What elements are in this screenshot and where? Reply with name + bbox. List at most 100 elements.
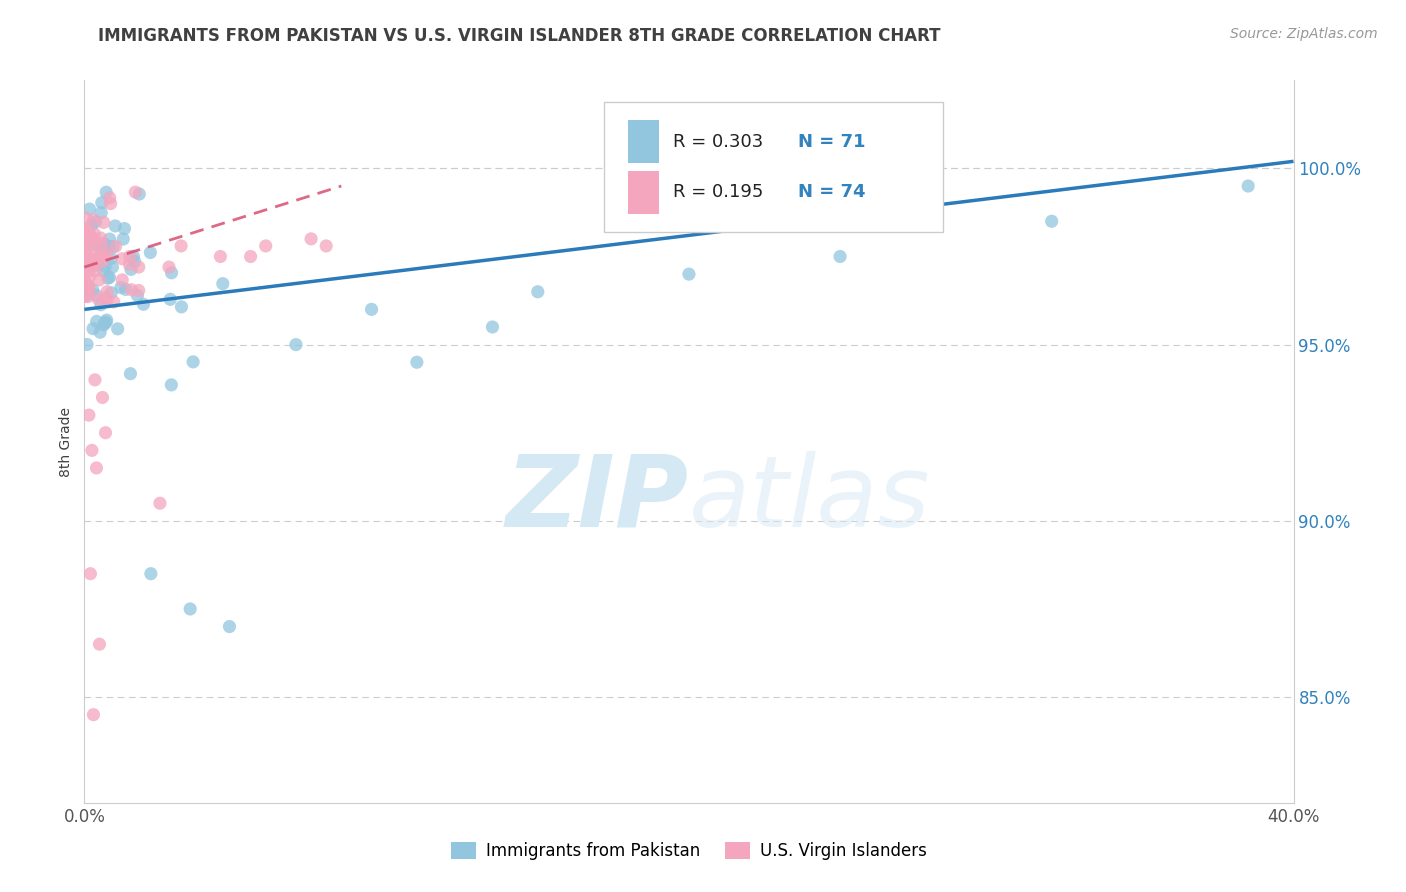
Point <box>118 250 141 264</box>
Point <box>75 211 97 226</box>
Point <box>127 288 149 302</box>
Text: R = 0.195: R = 0.195 <box>673 183 763 202</box>
FancyBboxPatch shape <box>628 120 659 163</box>
Point <box>239 250 262 264</box>
Point <box>90 206 112 220</box>
Point <box>100 251 122 265</box>
Point <box>86 314 108 328</box>
Point <box>73 245 96 260</box>
Point <box>91 391 114 405</box>
Point <box>86 461 108 475</box>
Text: ZIP: ZIP <box>506 450 689 548</box>
Point <box>90 195 112 210</box>
Point <box>75 289 97 303</box>
Point <box>96 241 118 255</box>
Point <box>149 496 172 510</box>
Point <box>89 231 111 245</box>
Point <box>76 258 98 272</box>
Point <box>84 215 107 229</box>
Point <box>1040 214 1063 228</box>
Point <box>93 316 115 330</box>
Point <box>90 243 112 257</box>
Point <box>406 355 429 369</box>
Point <box>75 222 97 236</box>
Point <box>83 238 105 252</box>
Point <box>93 264 115 278</box>
Point <box>170 239 193 253</box>
Point <box>104 239 127 253</box>
Point <box>77 284 100 298</box>
Point <box>90 298 112 312</box>
Point <box>100 196 122 211</box>
Point <box>94 260 117 274</box>
Point <box>76 337 98 351</box>
Point <box>122 249 145 263</box>
Point <box>160 377 183 392</box>
Point <box>73 262 96 277</box>
Point <box>83 227 105 241</box>
Point <box>75 233 97 247</box>
Point <box>104 219 127 233</box>
Point <box>89 637 111 651</box>
Point <box>93 318 115 332</box>
Point <box>83 212 105 227</box>
Point <box>82 259 104 273</box>
Point <box>159 293 181 307</box>
Point <box>87 258 110 272</box>
Point <box>76 277 98 292</box>
Point <box>91 254 114 268</box>
Point <box>120 262 142 277</box>
Point <box>96 293 118 308</box>
Point <box>527 285 550 299</box>
Text: atlas: atlas <box>689 450 931 548</box>
Point <box>82 283 104 297</box>
Point <box>73 289 96 303</box>
Point <box>114 221 136 235</box>
Point <box>96 186 118 200</box>
Point <box>211 277 233 291</box>
Point <box>299 232 322 246</box>
Point <box>103 239 125 253</box>
Point <box>124 185 146 199</box>
Point <box>181 355 204 369</box>
Point <box>90 236 112 251</box>
Point <box>96 313 118 327</box>
Point <box>100 285 122 300</box>
Point <box>79 243 101 257</box>
Point <box>79 202 101 216</box>
Legend: Immigrants from Pakistan, U.S. Virgin Islanders: Immigrants from Pakistan, U.S. Virgin Is… <box>444 835 934 867</box>
Point <box>77 255 100 269</box>
Point <box>94 291 117 305</box>
Point <box>139 245 162 260</box>
Point <box>82 321 104 335</box>
Point <box>98 270 121 285</box>
Point <box>98 191 121 205</box>
Point <box>101 260 124 274</box>
Point <box>110 280 132 294</box>
Point <box>75 253 97 268</box>
FancyBboxPatch shape <box>628 170 659 214</box>
Point <box>77 226 100 240</box>
Point <box>79 566 101 581</box>
Point <box>80 253 103 268</box>
Point <box>170 300 193 314</box>
Point <box>128 260 150 274</box>
Point <box>1237 179 1260 194</box>
Text: Source: ZipAtlas.com: Source: ZipAtlas.com <box>1230 27 1378 41</box>
Point <box>111 273 134 287</box>
Text: IMMIGRANTS FROM PAKISTAN VS U.S. VIRGIN ISLANDER 8TH GRADE CORRELATION CHART: IMMIGRANTS FROM PAKISTAN VS U.S. VIRGIN … <box>98 27 941 45</box>
Point <box>98 232 121 246</box>
Point <box>124 254 146 268</box>
Point <box>97 271 120 285</box>
Point <box>96 315 118 329</box>
Point <box>82 707 104 722</box>
Point <box>830 250 852 264</box>
Point <box>80 232 103 246</box>
Text: R = 0.303: R = 0.303 <box>673 133 763 151</box>
Point <box>77 226 100 240</box>
Point <box>91 248 114 262</box>
Point <box>80 218 103 232</box>
Point <box>97 239 120 253</box>
Point <box>96 285 118 299</box>
Point <box>79 252 101 266</box>
